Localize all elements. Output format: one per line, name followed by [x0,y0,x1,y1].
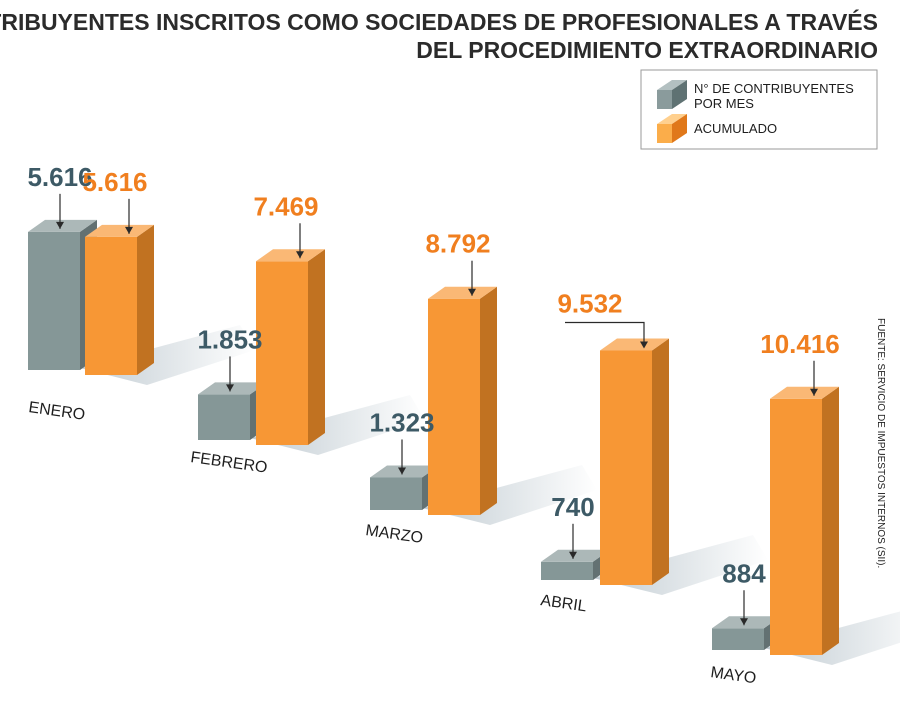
value-label-accumulated-abril: 9.532 [557,289,648,349]
category-label-marzo: MARZO [364,522,424,547]
svg-text:1.323: 1.323 [369,407,434,437]
bar-monthly-marzo [370,465,439,510]
bar-accumulated-marzo [428,286,497,515]
bar-accumulated-febrero [256,249,325,445]
value-label-monthly-abril: 740 [551,492,595,559]
value-label-accumulated-mayo: 10.416 [760,329,840,396]
source-note: FUENTE: SERVICIO DE IMPUESTOS INTERNOS (… [875,318,886,568]
value-label-monthly-enero: 5.616 [27,162,93,229]
chart-title-line2: DEL PROCEDIMIENTO EXTRAORDINARIO [416,37,878,63]
category-label-mayo: MAYO [709,664,757,687]
category-label-abril: ABRIL [539,592,587,615]
legend-accumulated-label: ACUMULADO [694,121,777,136]
category-label-febrero: FEBRERO [189,449,268,477]
legend-monthly-label-line1: N° DE CONTRIBUYENTES [694,81,854,96]
value-label-monthly-febrero: 1.853 [197,324,263,392]
legend: N° DE CONTRIBUYENTES POR MES ACUMULADO [640,69,878,150]
value-label-accumulated-marzo: 8.792 [425,229,491,296]
svg-text:7.469: 7.469 [253,191,318,221]
bar-accumulated-mayo [770,386,839,655]
bar-accumulated-enero [85,224,154,375]
legend-monthly-icon [657,80,687,109]
svg-text:8.792: 8.792 [425,229,490,259]
category-label-enero: ENERO [27,399,86,424]
svg-text:5.616: 5.616 [82,167,147,197]
svg-text:884: 884 [722,558,766,588]
value-label-monthly-marzo: 1.323 [369,407,435,475]
value-label-monthly-mayo: 884 [722,558,766,626]
legend-accumulated-icon [657,114,687,143]
chart-title-line1: CONTRIBUYENTES INSCRITOS COMO SOCIEDADES… [0,8,878,35]
legend-monthly-label-line2: POR MES [694,96,754,111]
bar-accumulated-abril [600,338,669,585]
svg-text:9.532: 9.532 [557,289,622,319]
svg-text:1.853: 1.853 [197,324,262,354]
bars [28,219,839,655]
svg-text:5.616: 5.616 [27,162,92,192]
svg-text:740: 740 [551,492,594,522]
svg-text:10.416: 10.416 [760,329,840,359]
value-label-accumulated-enero: 5.616 [82,167,148,234]
value-label-accumulated-febrero: 7.469 [253,191,319,259]
